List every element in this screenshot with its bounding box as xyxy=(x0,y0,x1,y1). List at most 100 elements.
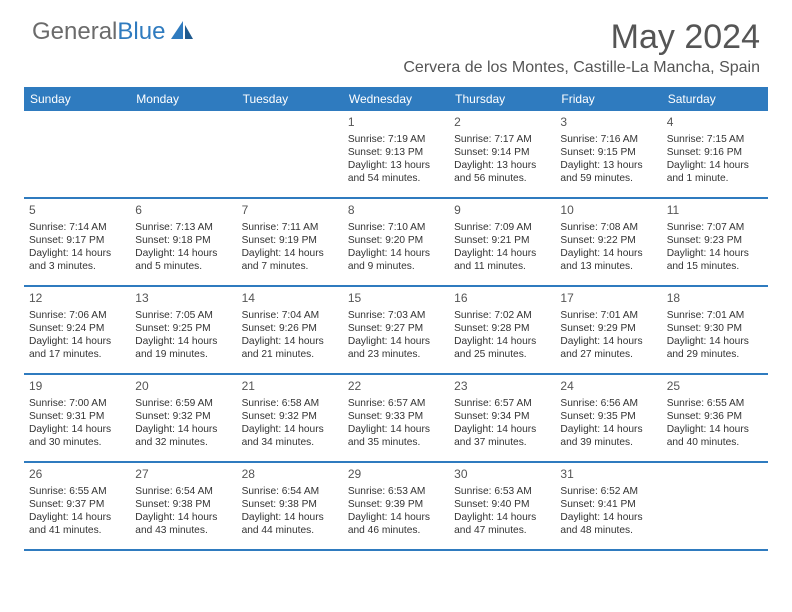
sunrise-text: Sunrise: 7:06 AM xyxy=(29,309,123,322)
sunrise-text: Sunrise: 6:58 AM xyxy=(242,397,336,410)
sunrise-text: Sunrise: 7:13 AM xyxy=(135,221,229,234)
daylight-text: Daylight: 14 hours and 29 minutes. xyxy=(667,335,763,362)
day-cell: 20Sunrise: 6:59 AMSunset: 9:32 PMDayligh… xyxy=(130,375,236,461)
day-cell: 7 Sunrise: 7:11 AMSunset: 9:19 PMDaylight… xyxy=(237,199,343,285)
weekday-header: Wednesday xyxy=(343,87,449,111)
daylight-text: Daylight: 14 hours and 41 minutes. xyxy=(29,511,123,538)
day-number: 1 xyxy=(348,115,442,131)
sunrise-text: Sunrise: 7:09 AM xyxy=(454,221,548,234)
day-number: 30 xyxy=(454,467,548,483)
day-number: 21 xyxy=(242,379,336,395)
day-number: 24 xyxy=(560,379,654,395)
sunset-text: Sunset: 9:29 PM xyxy=(560,322,654,335)
sunset-text: Sunset: 9:28 PM xyxy=(454,322,548,335)
day-number: 17 xyxy=(560,291,654,307)
day-cell-empty xyxy=(237,111,343,197)
day-number: 10 xyxy=(560,203,654,219)
weeks-grid: 1Sunrise: 7:19 AMSunset: 9:13 PMDaylight… xyxy=(24,111,768,551)
day-cell: 6Sunrise: 7:13 AMSunset: 9:18 PMDaylight… xyxy=(130,199,236,285)
daylight-text: Daylight: 14 hours and 35 minutes. xyxy=(348,423,442,450)
day-number: 31 xyxy=(560,467,654,483)
sunrise-text: Sunrise: 7:11 AM xyxy=(242,221,336,234)
sunset-text: Sunset: 9:23 PM xyxy=(667,234,763,247)
sunset-text: Sunset: 9:34 PM xyxy=(454,410,548,423)
sunrise-text: Sunrise: 7:17 AM xyxy=(454,133,548,146)
sunset-text: Sunset: 9:40 PM xyxy=(454,498,548,511)
day-cell: 29Sunrise: 6:53 AMSunset: 9:39 PMDayligh… xyxy=(343,463,449,549)
day-cell: 9Sunrise: 7:09 AMSunset: 9:21 PMDaylight… xyxy=(449,199,555,285)
sunrise-text: Sunrise: 7:01 AM xyxy=(560,309,654,322)
day-number: 28 xyxy=(242,467,336,483)
day-cell: 28 Sunrise: 6:54 AMSunset: 9:38 PMDayligh… xyxy=(237,463,343,549)
logo-text: GeneralBlue xyxy=(32,18,165,46)
day-number: 4 xyxy=(667,115,763,131)
weekday-header: Tuesday xyxy=(237,87,343,111)
daylight-text: Daylight: 14 hours and 32 minutes. xyxy=(135,423,229,450)
day-number: 12 xyxy=(29,291,123,307)
month-title: May 2024 xyxy=(403,18,760,57)
sunrise-text: Sunrise: 6:53 AM xyxy=(454,485,548,498)
daylight-text: Daylight: 14 hours and 13 minutes. xyxy=(560,247,654,274)
sunset-text: Sunset: 9:30 PM xyxy=(667,322,763,335)
daylight-text: Daylight: 14 hours and 9 minutes. xyxy=(348,247,442,274)
day-number: 19 xyxy=(29,379,123,395)
day-cell: 1Sunrise: 7:19 AMSunset: 9:13 PMDaylight… xyxy=(343,111,449,197)
sunrise-text: Sunrise: 6:57 AM xyxy=(454,397,548,410)
daylight-text: Daylight: 14 hours and 19 minutes. xyxy=(135,335,229,362)
day-cell: 30Sunrise: 6:53 AMSunset: 9:40 PMDayligh… xyxy=(449,463,555,549)
weekday-header: Monday xyxy=(130,87,236,111)
day-cell: 14Sunrise: 7:04 AMSunset: 9:26 PMDayligh… xyxy=(237,287,343,373)
day-number: 6 xyxy=(135,203,229,219)
sail-icon xyxy=(169,19,195,46)
daylight-text: Daylight: 14 hours and 39 minutes. xyxy=(560,423,654,450)
sunset-text: Sunset: 9:22 PM xyxy=(560,234,654,247)
daylight-text: Daylight: 14 hours and 17 minutes. xyxy=(29,335,123,362)
day-number: 20 xyxy=(135,379,229,395)
sunrise-text: Sunrise: 6:55 AM xyxy=(667,397,763,410)
daylight-text: Daylight: 14 hours and 7 minutes. xyxy=(242,247,336,274)
sunrise-text: Sunrise: 7:10 AM xyxy=(348,221,442,234)
day-number: 15 xyxy=(348,291,442,307)
sunset-text: Sunset: 9:25 PM xyxy=(135,322,229,335)
day-cell: 22Sunrise: 6:57 AMSunset: 9:33 PMDayligh… xyxy=(343,375,449,461)
daylight-text: Daylight: 14 hours and 30 minutes. xyxy=(29,423,123,450)
daylight-text: Daylight: 14 hours and 3 minutes. xyxy=(29,247,123,274)
weekday-header: Sunday xyxy=(24,87,130,111)
day-cell: 17Sunrise: 7:01 AMSunset: 9:29 PMDayligh… xyxy=(555,287,661,373)
sunrise-text: Sunrise: 6:54 AM xyxy=(242,485,336,498)
day-number: 9 xyxy=(454,203,548,219)
day-number: 3 xyxy=(560,115,654,131)
day-cell: 24Sunrise: 6:56 AMSunset: 9:35 PMDayligh… xyxy=(555,375,661,461)
day-cell: 3Sunrise: 7:16 AMSunset: 9:15 PMDaylight… xyxy=(555,111,661,197)
header-right: May 2024 Cervera de los Montes, Castille… xyxy=(403,18,760,77)
day-number: 11 xyxy=(667,203,763,219)
day-number: 14 xyxy=(242,291,336,307)
sunset-text: Sunset: 9:36 PM xyxy=(667,410,763,423)
week-row: 19Sunrise: 7:00 AMSunset: 9:31 PMDayligh… xyxy=(24,375,768,463)
daylight-text: Daylight: 14 hours and 21 minutes. xyxy=(242,335,336,362)
sunset-text: Sunset: 9:17 PM xyxy=(29,234,123,247)
day-number: 7 xyxy=(242,203,336,219)
sunrise-text: Sunrise: 6:55 AM xyxy=(29,485,123,498)
weekday-header: Thursday xyxy=(449,87,555,111)
sunset-text: Sunset: 9:38 PM xyxy=(242,498,336,511)
day-cell: 31Sunrise: 6:52 AMSunset: 9:41 PMDayligh… xyxy=(555,463,661,549)
sunset-text: Sunset: 9:39 PM xyxy=(348,498,442,511)
sunset-text: Sunset: 9:19 PM xyxy=(242,234,336,247)
day-cell: 21Sunrise: 6:58 AMSunset: 9:32 PMDayligh… xyxy=(237,375,343,461)
logo-word2: Blue xyxy=(117,18,165,45)
day-cell: 8Sunrise: 7:10 AMSunset: 9:20 PMDaylight… xyxy=(343,199,449,285)
day-cell-empty xyxy=(24,111,130,197)
daylight-text: Daylight: 13 hours and 56 minutes. xyxy=(454,159,548,186)
week-row: 5Sunrise: 7:14 AMSunset: 9:17 PMDaylight… xyxy=(24,199,768,287)
sunrise-text: Sunrise: 7:05 AM xyxy=(135,309,229,322)
day-cell: 19Sunrise: 7:00 AMSunset: 9:31 PMDayligh… xyxy=(24,375,130,461)
sunrise-text: Sunrise: 7:04 AM xyxy=(242,309,336,322)
day-number: 5 xyxy=(29,203,123,219)
daylight-text: Daylight: 14 hours and 44 minutes. xyxy=(242,511,336,538)
daylight-text: Daylight: 13 hours and 54 minutes. xyxy=(348,159,442,186)
sunset-text: Sunset: 9:31 PM xyxy=(29,410,123,423)
week-row: 12Sunrise: 7:06 AMSunset: 9:24 PMDayligh… xyxy=(24,287,768,375)
sunset-text: Sunset: 9:33 PM xyxy=(348,410,442,423)
sunrise-text: Sunrise: 6:53 AM xyxy=(348,485,442,498)
